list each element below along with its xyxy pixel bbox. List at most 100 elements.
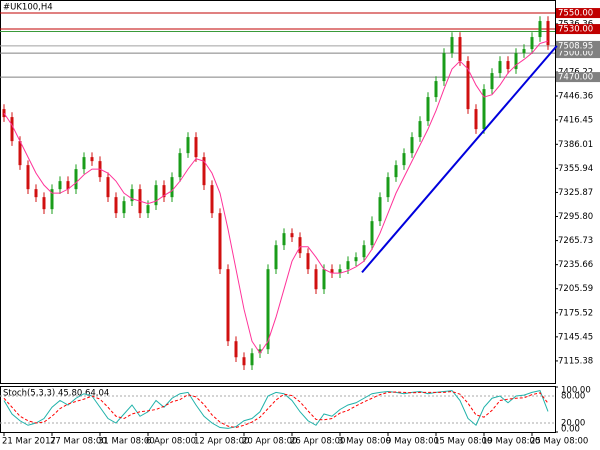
candle-body [458,37,462,62]
candle-body [242,357,246,366]
candle-body [370,221,374,246]
candle-body [482,89,486,130]
level-tag [556,24,600,35]
candle-body [66,181,70,190]
candle-body [162,185,166,198]
trendline [361,45,558,274]
candle-body [50,189,54,210]
stoch-main [3,390,549,429]
candle-body [298,237,302,254]
candle-body [122,201,126,214]
x-tick-label: 31 Mar 08:00 [98,437,155,447]
stoch-tick-label: 100.00 [561,386,591,396]
candle-body [346,261,350,270]
level-tag [556,48,600,59]
candle-body [434,81,438,98]
x-tick-label: 19 May 08:00 [482,437,540,447]
y-tick-label: 7115.38 [558,356,593,366]
stoch-title: Stoch(5,3,3) 45.80 64.04 [3,389,109,399]
candle-body [154,185,158,206]
candle-body [450,37,454,54]
candle-body [114,197,118,214]
candle-body [234,341,238,358]
candle-body [314,269,318,290]
candle-body [210,185,214,214]
x-tick-label: 26 Apr 08:00 [290,437,345,447]
stoch-tick-label: 0.00 [561,425,580,435]
x-tick-label: 27 Mar 08:00 [50,437,107,447]
candle-body [426,97,430,122]
candle-body [442,53,446,82]
x-tick-label: 12 Apr 08:00 [194,437,249,447]
candle-body [490,73,494,90]
y-tick-label: 7295.80 [558,212,593,222]
level-label: 7530.00 [558,25,593,35]
y-tick-label: 7145.45 [558,332,593,342]
candle-body [218,213,222,270]
candle-body [402,153,406,166]
candle-body [202,157,206,186]
bid-tag [556,40,600,51]
candle-body [170,177,174,198]
candle-body [146,205,150,214]
candle-body [394,165,398,178]
candle-body [282,233,286,246]
candle-body [194,137,198,158]
y-tick-label: 7325.87 [558,188,593,198]
candle-body [474,109,478,130]
candle-body [386,177,390,198]
stoch-tick-label: 20.00 [561,419,585,429]
candle-body [90,157,94,162]
level-label: 7500.00 [558,49,593,59]
candle-body [530,37,534,50]
moving-average [3,40,549,355]
y-tick-label: 7235.66 [558,260,593,270]
stoch-signal [3,390,549,429]
candle-body [418,121,422,138]
candle-body [466,61,470,110]
candle-body [130,189,134,202]
candle-body [186,137,190,154]
candle-body [290,233,294,238]
level-label: 7550.00 [558,9,593,19]
candle-body [58,181,62,190]
x-tick-label: 6 Apr 08:00 [146,437,196,447]
candle-body [514,53,518,70]
candle-body [362,245,366,258]
x-tick-label: 3 May 08:00 [338,437,391,447]
y-tick-label: 7386.01 [558,140,593,150]
candle-body [42,197,46,210]
candle-body [306,253,310,270]
candle-body [74,169,78,190]
y-tick-label: 7446.36 [558,92,593,102]
candle-body [178,153,182,178]
x-tick-label: 9 May 08:00 [386,437,439,447]
level-tag [556,72,600,83]
y-tick-label: 7355.94 [558,164,593,174]
x-tick-label: 20 Apr 08:00 [242,437,297,447]
x-tick-label: 25 May 08:00 [530,437,588,447]
candle-body [10,117,14,142]
bid-label: 7508.95 [558,41,593,51]
candle-body [410,137,414,154]
candle-body [522,49,526,54]
candle-body [338,269,342,274]
candle-body [274,245,278,270]
candle-body [266,269,270,350]
x-tick-label: 21 Mar 2017 [2,437,56,447]
y-tick-label: 7265.73 [558,236,593,246]
y-tick-label: 7175.52 [558,308,593,318]
y-tick-label: 7205.59 [558,284,593,294]
candle-body [546,21,550,46]
level-tag [556,8,600,19]
y-tick-label: 7416.45 [558,115,593,125]
level-label: 7470.00 [558,73,593,83]
candle-body [330,269,334,274]
x-tick-label: 15 May 08:00 [434,437,492,447]
main-frame [0,0,556,384]
candle-body [34,189,38,198]
candle-body [250,353,254,366]
candle-body [26,165,30,190]
stoch-tick-label: 80.00 [561,392,585,402]
